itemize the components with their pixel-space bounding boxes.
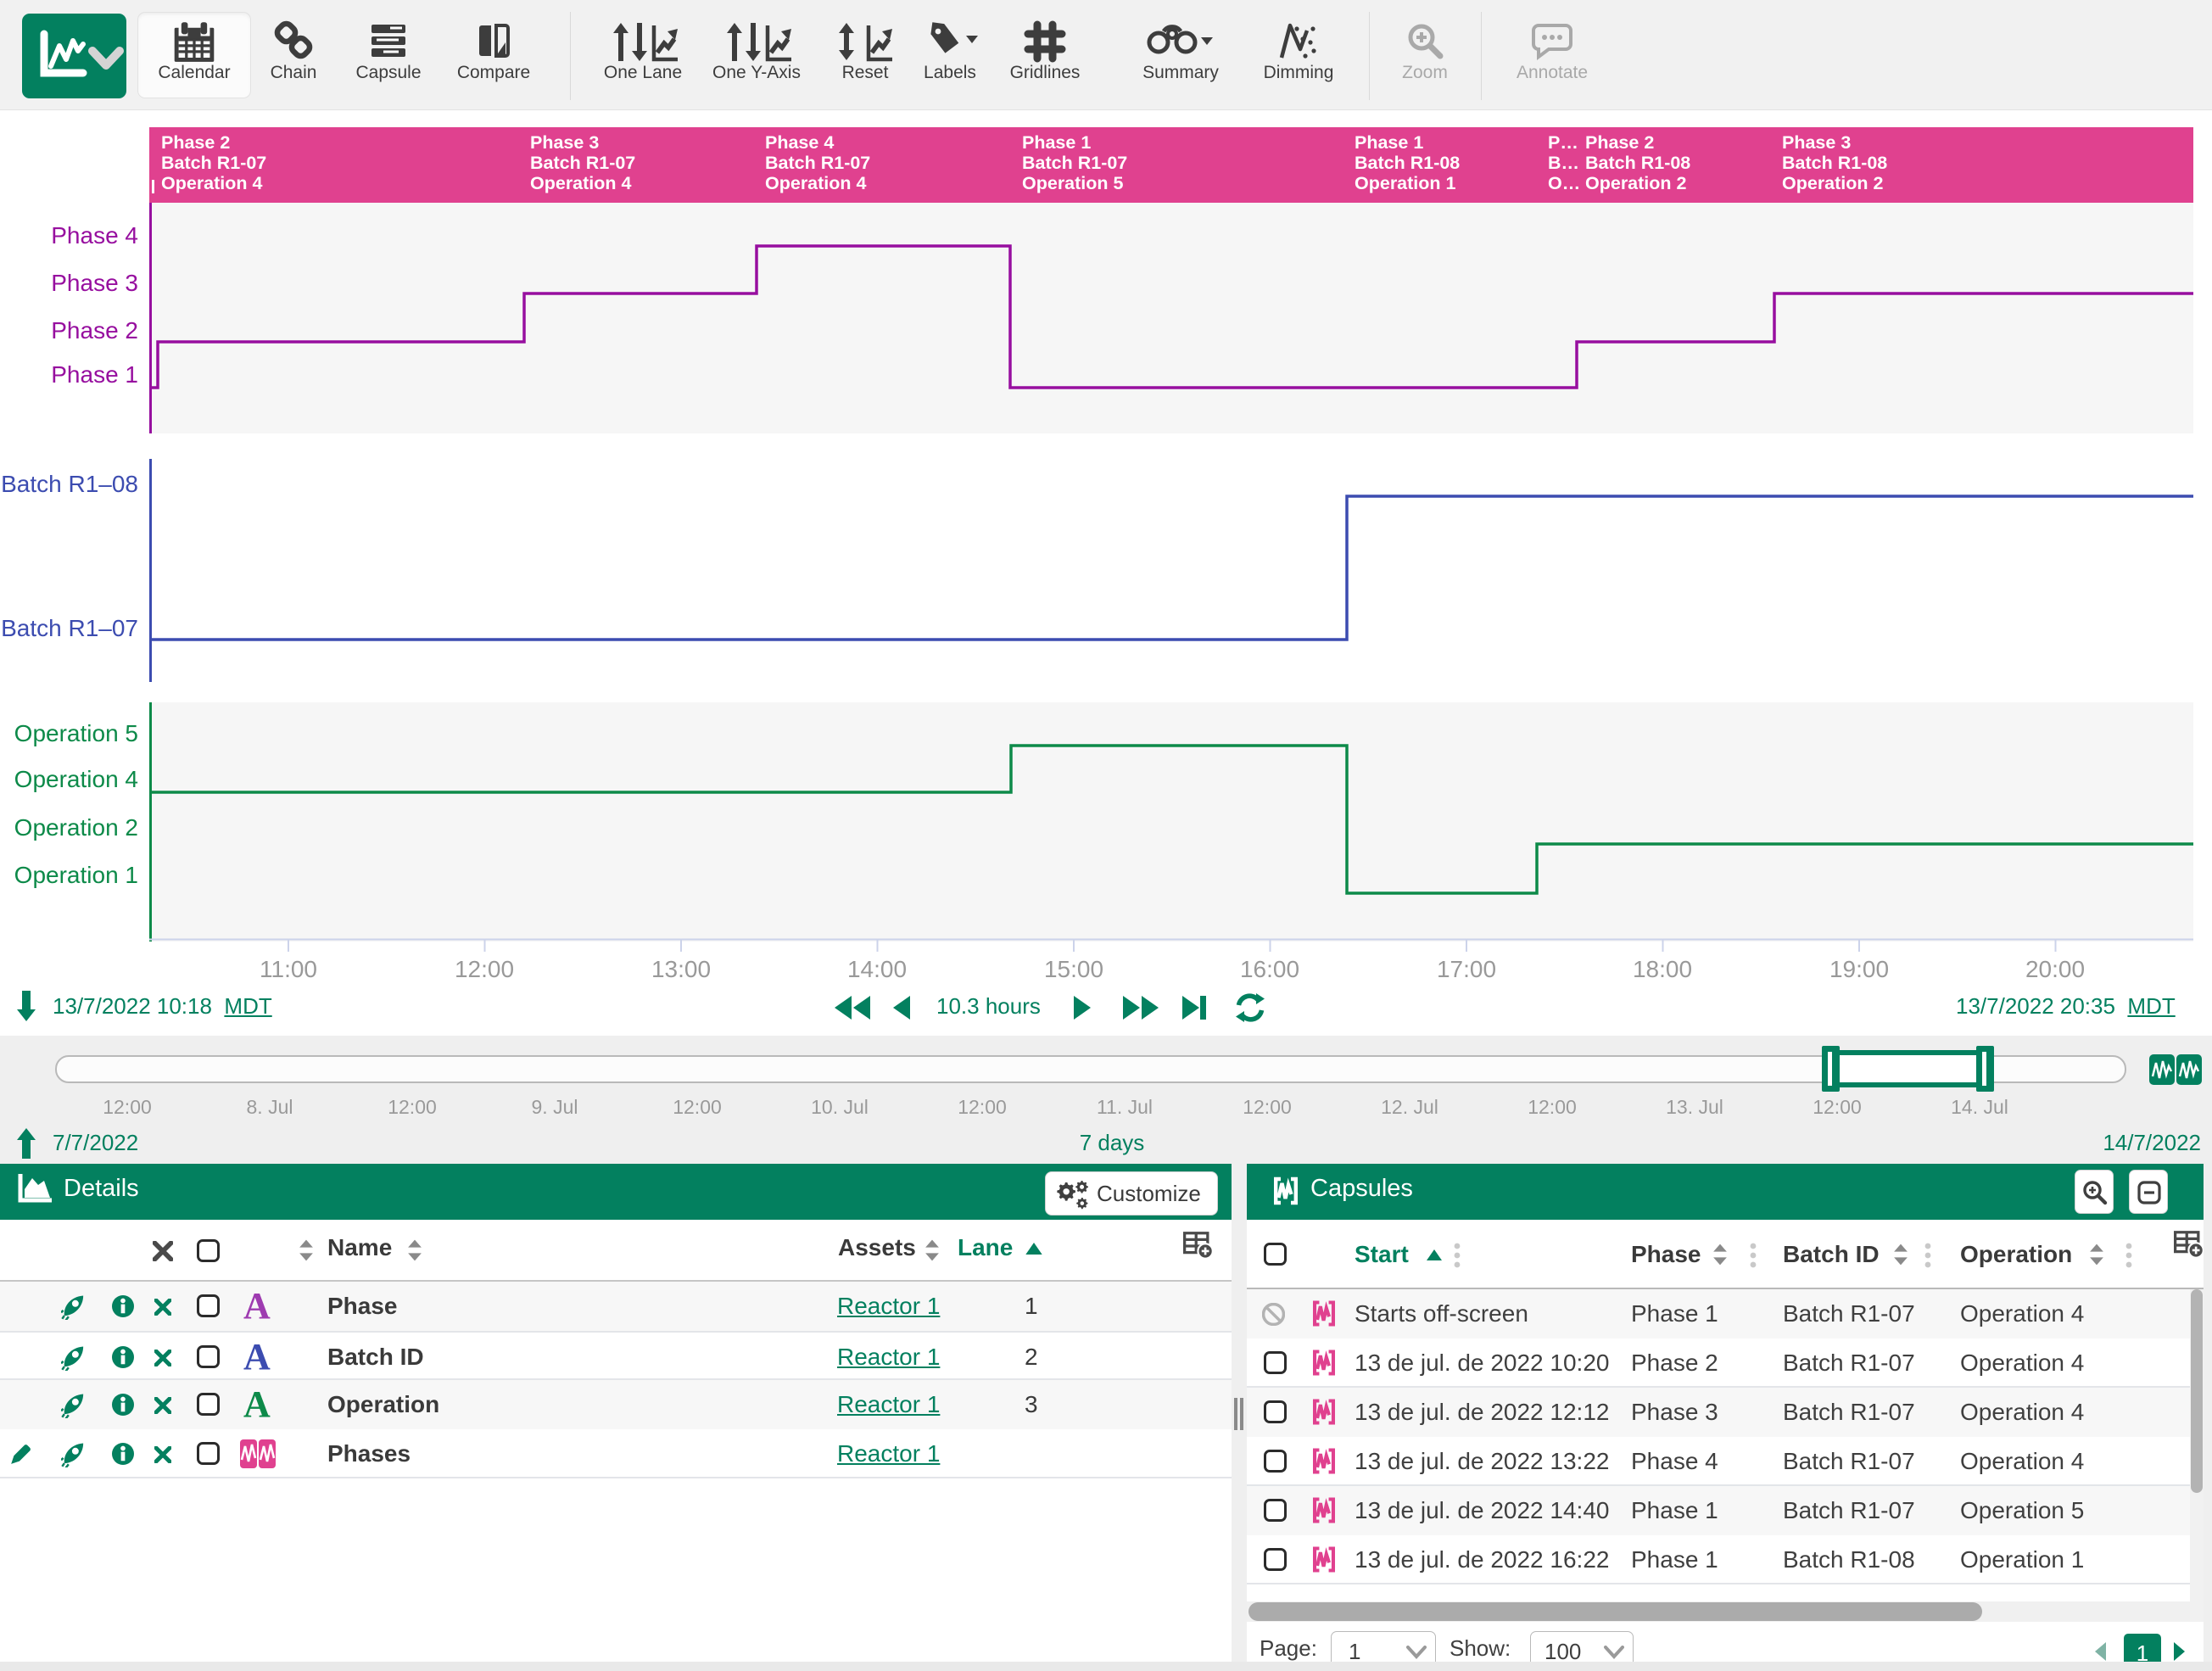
svg-text:Phase 1: Phase 1: [1355, 132, 1423, 153]
svg-text:Operation 2: Operation 2: [14, 814, 138, 841]
svg-text:B…: B…: [1548, 153, 1579, 173]
svg-text:Operation 1: Operation 1: [14, 862, 138, 888]
svg-text:11:00: 11:00: [260, 956, 317, 982]
svg-text:Phase 2: Phase 2: [1585, 132, 1654, 153]
svg-text:Batch R1–07: Batch R1–07: [1, 615, 138, 641]
svg-text:17:00: 17:00: [1437, 956, 1496, 982]
svg-text:Phase 2: Phase 2: [161, 132, 230, 153]
svg-text:Phase 1: Phase 1: [1022, 132, 1091, 153]
svg-text:Operation 4: Operation 4: [530, 173, 632, 193]
svg-text:12:00: 12:00: [455, 956, 514, 982]
svg-text:Operation 2: Operation 2: [1782, 173, 1884, 193]
svg-text:Batch R1-07: Batch R1-07: [765, 153, 870, 173]
svg-text:Phase 3: Phase 3: [51, 270, 138, 296]
svg-text:Phase 3: Phase 3: [1782, 132, 1851, 153]
svg-text:Operation 1: Operation 1: [1355, 173, 1456, 193]
svg-text:Operation 4: Operation 4: [14, 766, 138, 792]
svg-text:P…: P…: [1548, 132, 1578, 153]
svg-text:Batch R1-08: Batch R1-08: [1585, 153, 1690, 173]
svg-text:Phase 1: Phase 1: [51, 361, 138, 388]
svg-text:18:00: 18:00: [1633, 956, 1692, 982]
svg-text:14:00: 14:00: [847, 956, 907, 982]
svg-text:15:00: 15:00: [1044, 956, 1103, 982]
svg-text:20:00: 20:00: [2025, 956, 2085, 982]
svg-text:Operation 4: Operation 4: [765, 173, 867, 193]
svg-text:Batch R1-08: Batch R1-08: [1355, 153, 1460, 173]
svg-text:Phase 4: Phase 4: [51, 222, 138, 249]
svg-text:Phase 4: Phase 4: [765, 132, 834, 153]
svg-text:Batch R1-08: Batch R1-08: [1782, 153, 1887, 173]
svg-text:Phase 2: Phase 2: [51, 317, 138, 344]
svg-text:Operation 5: Operation 5: [14, 720, 138, 746]
svg-text:O…: O…: [1548, 173, 1580, 193]
svg-text:Operation 4: Operation 4: [161, 173, 263, 193]
svg-text:19:00: 19:00: [1829, 956, 1889, 982]
svg-text:Operation 2: Operation 2: [1585, 173, 1687, 193]
svg-text:13:00: 13:00: [651, 956, 711, 982]
svg-text:Batch R1-07: Batch R1-07: [1022, 153, 1127, 173]
svg-text:Batch R1–08: Batch R1–08: [1, 471, 138, 497]
svg-text:16:00: 16:00: [1240, 956, 1299, 982]
svg-text:Batch R1-07: Batch R1-07: [530, 153, 635, 173]
svg-text:Operation 5: Operation 5: [1022, 173, 1124, 193]
svg-text:Phase 3: Phase 3: [530, 132, 599, 153]
svg-text:Batch R1-07: Batch R1-07: [161, 153, 266, 173]
